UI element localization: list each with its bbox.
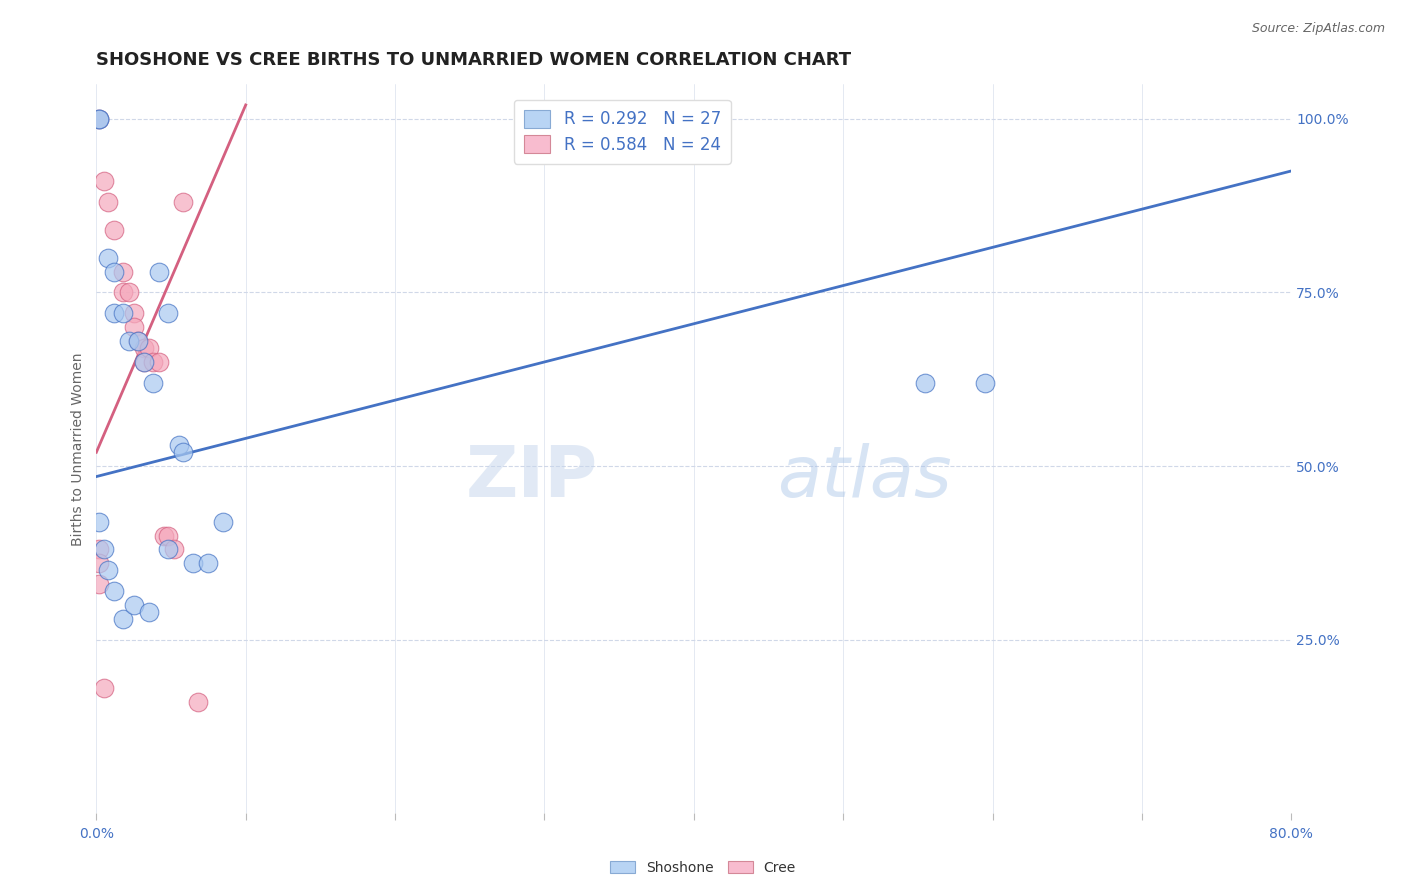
- Point: [183, 557, 205, 571]
- Y-axis label: Births to Unmarried Women: Births to Unmarried Women: [72, 352, 86, 546]
- Point: [122, 598, 145, 612]
- Point: [103, 306, 125, 320]
- Point: [134, 355, 156, 369]
- Point: [138, 605, 160, 619]
- Point: [97, 195, 120, 210]
- Point: [134, 355, 156, 369]
- Point: [197, 557, 219, 571]
- Point: [163, 542, 186, 557]
- Point: [112, 612, 135, 626]
- Point: [142, 355, 165, 369]
- Point: [134, 341, 156, 355]
- Point: [93, 542, 115, 557]
- Point: [89, 557, 111, 571]
- Point: [167, 438, 190, 452]
- Point: [157, 528, 180, 542]
- Point: [89, 112, 111, 126]
- Text: ZIP: ZIP: [465, 443, 598, 512]
- Point: [157, 542, 180, 557]
- Point: [127, 334, 149, 348]
- Point: [157, 306, 180, 320]
- Text: SHOSHONE VS CREE BIRTHS TO UNMARRIED WOMEN CORRELATION CHART: SHOSHONE VS CREE BIRTHS TO UNMARRIED WOM…: [97, 51, 852, 69]
- Point: [172, 195, 194, 210]
- Legend: Shoshone, Cree: Shoshone, Cree: [605, 855, 801, 880]
- Legend: R = 0.292   N = 27, R = 0.584   N = 24: R = 0.292 N = 27, R = 0.584 N = 24: [513, 100, 731, 164]
- Point: [142, 376, 165, 390]
- Point: [89, 112, 111, 126]
- Point: [89, 515, 111, 529]
- Point: [112, 306, 135, 320]
- Point: [127, 334, 149, 348]
- Point: [103, 265, 125, 279]
- Point: [93, 681, 115, 696]
- Text: atlas: atlas: [778, 443, 952, 512]
- Point: [148, 265, 170, 279]
- Point: [914, 376, 936, 390]
- Point: [122, 306, 145, 320]
- Point: [103, 223, 125, 237]
- Point: [974, 376, 997, 390]
- Point: [89, 542, 111, 557]
- Point: [97, 251, 120, 265]
- Point: [152, 528, 174, 542]
- Point: [89, 577, 111, 591]
- Point: [97, 563, 120, 577]
- Text: Source: ZipAtlas.com: Source: ZipAtlas.com: [1251, 22, 1385, 36]
- Point: [212, 515, 235, 529]
- Point: [112, 265, 135, 279]
- Point: [148, 355, 170, 369]
- Point: [122, 320, 145, 334]
- Point: [112, 285, 135, 300]
- Point: [187, 695, 209, 709]
- Point: [89, 112, 111, 126]
- Point: [118, 334, 141, 348]
- Point: [172, 445, 194, 459]
- Point: [93, 174, 115, 188]
- Point: [103, 584, 125, 599]
- Point: [118, 285, 141, 300]
- Point: [138, 341, 160, 355]
